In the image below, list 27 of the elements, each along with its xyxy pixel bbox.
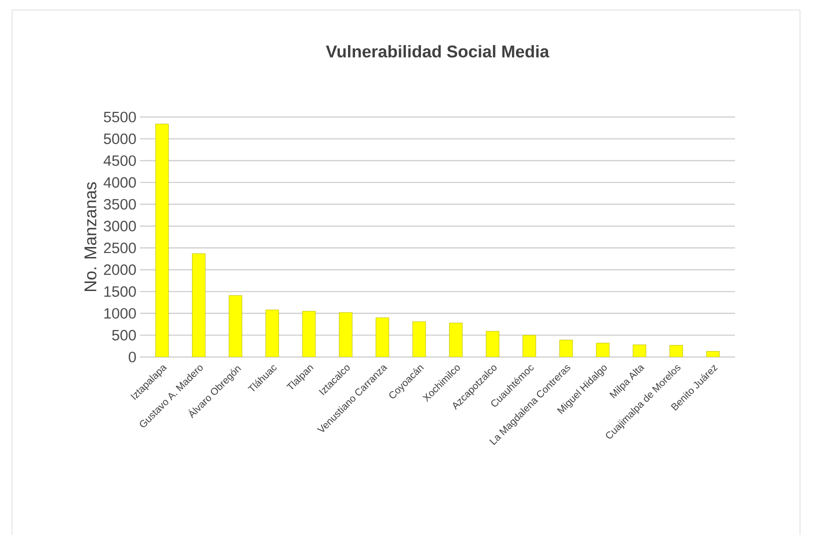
bar bbox=[266, 310, 279, 357]
y-tick-label: 1500 bbox=[104, 286, 136, 297]
bar bbox=[228, 295, 242, 357]
y-tick-label: 3000 bbox=[104, 220, 136, 232]
bar bbox=[670, 345, 683, 357]
bar bbox=[412, 321, 426, 357]
y-axis-title: No. Manzanas bbox=[84, 182, 96, 291]
y-tick-label: 0 bbox=[128, 352, 136, 362]
y-tick-label: 2000 bbox=[104, 264, 136, 276]
y-tick-label: 2500 bbox=[104, 242, 136, 254]
bar bbox=[449, 322, 463, 357]
y-tick-label: 4500 bbox=[104, 155, 136, 166]
chart-title: Vulnerabilidad Social Media bbox=[326, 45, 550, 58]
y-tick-label: 4000 bbox=[104, 177, 136, 188]
bar bbox=[338, 312, 352, 357]
bar bbox=[376, 318, 390, 357]
bar bbox=[156, 124, 169, 357]
y-tick-label: 500 bbox=[112, 330, 136, 340]
bar bbox=[302, 310, 316, 357]
y-tick-label: 1000 bbox=[104, 308, 136, 319]
bar bbox=[522, 334, 536, 357]
y-tick-label: 3500 bbox=[104, 198, 136, 210]
y-tick-label: 5000 bbox=[104, 134, 136, 144]
y-tick-label: 5500 bbox=[104, 112, 136, 122]
bar bbox=[486, 331, 500, 357]
bar bbox=[596, 343, 610, 357]
bar bbox=[192, 253, 206, 357]
